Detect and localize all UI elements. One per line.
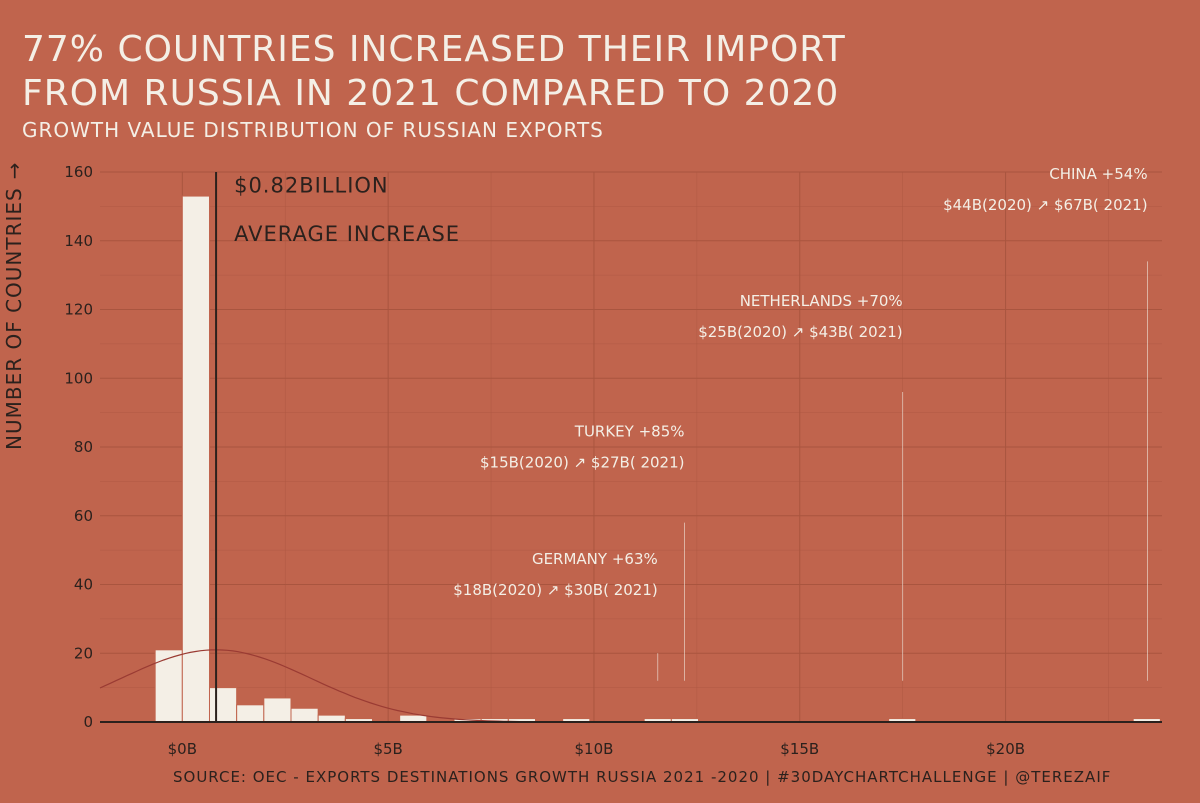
chart-title-line-1: 77% COUNTRIES INCREASED THEIR IMPORT	[22, 29, 846, 70]
histogram-bar	[263, 697, 292, 723]
average-label-line-2: AVERAGE INCREASE	[234, 222, 460, 246]
x-tick-label: $15B	[780, 740, 819, 758]
annotation-values-netherlands: $25B(2020) ↗ $43B( 2021)	[698, 323, 902, 341]
annotation-values-china: $44B(2020) ↗ $67B( 2021)	[943, 196, 1147, 214]
x-tick-label: $0B	[168, 740, 197, 758]
histogram-bar	[208, 687, 238, 723]
histogram-bar	[317, 714, 346, 723]
chart-title: 77% COUNTRIES INCREASED THEIR IMPORT FRO…	[22, 28, 846, 116]
annotation-values-germany: $18B(2020) ↗ $30B( 2021)	[453, 581, 657, 599]
chart-subtitle: GROWTH VALUE DISTRIBUTION OF RUSSIAN EXP…	[22, 118, 604, 142]
y-tick-label: 100	[64, 369, 93, 387]
histogram-bar	[290, 707, 319, 723]
y-tick-label: 160	[64, 163, 93, 181]
average-label-line-1: $0.82BILLION	[234, 174, 389, 198]
annotation-title-turkey: TURKEY +85%	[574, 423, 685, 441]
y-tick-label: 20	[74, 644, 93, 662]
histogram-bar	[154, 649, 183, 723]
annotation-values-turkey: $15B(2020) ↗ $27B( 2021)	[480, 454, 684, 472]
annotation-title-germany: GERMANY +63%	[532, 550, 658, 568]
y-tick-label: 0	[83, 713, 93, 731]
x-tick-label: $10B	[574, 740, 613, 758]
histogram-bar	[399, 714, 428, 723]
source-caption: SOURCE: OEC - EXPORTS DESTINATIONS GROWT…	[173, 768, 1112, 786]
x-tick-label: $20B	[986, 740, 1025, 758]
y-tick-label: 140	[64, 232, 93, 250]
histogram-bar	[181, 195, 210, 723]
axis-layer: 0 20 40 60 80 100 120 140 160 $0B $5B $10B $15B $20B	[64, 163, 1162, 758]
bars-layer	[154, 195, 1161, 723]
y-tick-label: 120	[64, 301, 93, 319]
annotation-title-netherlands: NETHERLANDS +70%	[740, 292, 903, 310]
y-tick-label: 80	[74, 438, 93, 456]
annotation-title-china: CHINA +54%	[1049, 165, 1147, 183]
chart-title-line-2: FROM RUSSIA IN 2021 COMPARED TO 2020	[22, 73, 840, 114]
y-tick-label: 40	[74, 576, 93, 594]
y-tick-label: 60	[74, 507, 93, 525]
grid-layer	[100, 171, 1162, 723]
annotations-layer: $0.82BILLION AVERAGE INCREASE GERMANY +63%…	[215, 165, 1148, 722]
histogram-bar	[236, 704, 265, 723]
x-tick-label: $5B	[373, 740, 402, 758]
